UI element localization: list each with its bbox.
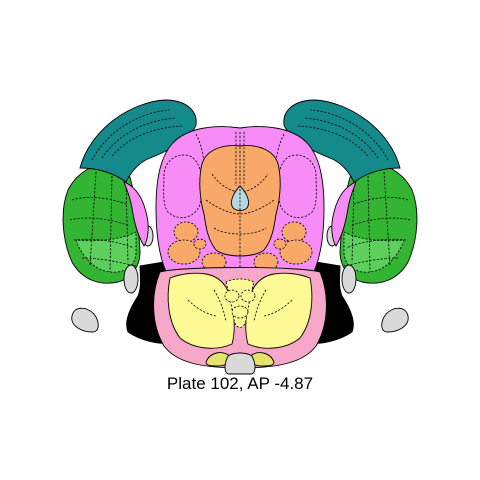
left-pons-yellow-region (167, 272, 235, 349)
left-cortex (62, 99, 197, 284)
left-pink-tail (123, 181, 149, 247)
right-pons-yellow-region (245, 272, 313, 349)
left-colliculus (163, 154, 203, 218)
right-gray-oval-lower (381, 307, 409, 333)
left-orange-nucleus-b (167, 239, 201, 265)
right-small-nucleus (273, 238, 287, 250)
left-orange-nucleus-a (173, 221, 199, 243)
left-gray-oval-mid (123, 264, 139, 294)
left-gray-oval-lower (71, 307, 99, 333)
right-gray-oval-mid (341, 264, 357, 294)
right-cortex-light-green-band (343, 231, 405, 273)
bottom-gray-structure (224, 352, 256, 375)
plate-caption: Plate 102, AP -4.87 (166, 374, 314, 393)
right-pink-tail (331, 181, 357, 247)
right-cortex (283, 99, 418, 284)
left-small-nucleus (193, 238, 207, 250)
right-colliculus (277, 154, 317, 218)
right-orange-nucleus-a (281, 221, 307, 243)
left-cortex-light-green-band (75, 231, 137, 273)
right-orange-nucleus-b (279, 239, 313, 265)
